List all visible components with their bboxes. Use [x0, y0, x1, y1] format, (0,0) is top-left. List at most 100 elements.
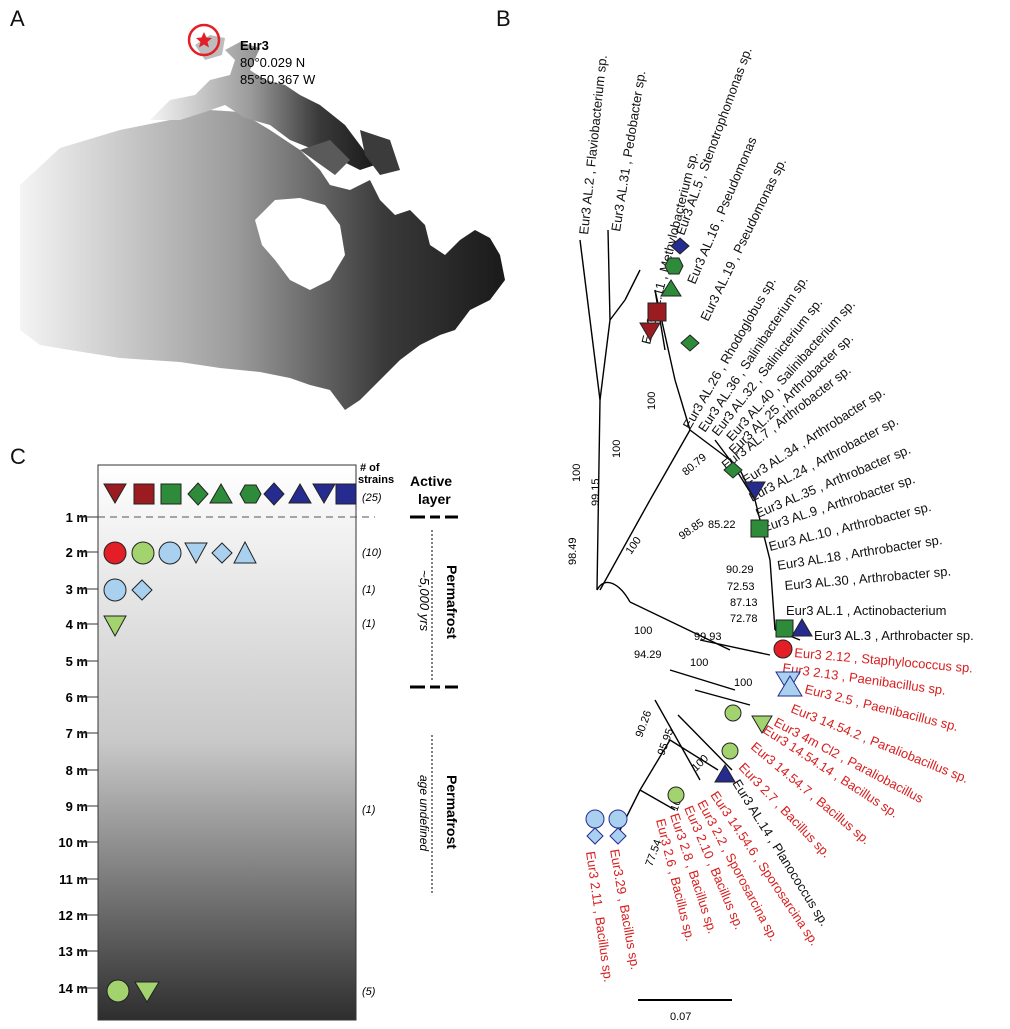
leaf-label: Eur3 AL.3 , Arthrobacter sp.: [814, 628, 974, 643]
bootstrap-value: 80.79: [680, 451, 709, 478]
permafrost-1-age: ~5,000 yrs: [417, 570, 432, 632]
bootstrap-value: 100: [690, 657, 708, 669]
lightgreen-circle: [721, 742, 739, 760]
darkred-triangle-down: [639, 322, 661, 341]
depth-label: 2 m: [66, 545, 88, 560]
navy-diamond: [263, 482, 285, 506]
green-square: [160, 483, 182, 505]
mainland-shape: [20, 110, 505, 410]
site-lat: 80°0.029 N: [240, 55, 305, 70]
red-circle: [773, 639, 793, 659]
green-diamond: [187, 482, 209, 506]
site-name: Eur3: [240, 38, 269, 53]
bootstrap-value: 72.78: [730, 613, 758, 625]
darkred-triangle-down: [103, 483, 127, 504]
count-3m: (1): [362, 584, 376, 596]
lightgreen-triangle-down: [103, 615, 127, 638]
lightgreen-triangle-down: [751, 715, 773, 734]
depth-label: 3 m: [66, 582, 88, 597]
canada-map: Eur3 80°0.029 N 85°50.367 W: [20, 23, 505, 410]
depth-label: 12 m: [58, 908, 88, 923]
count-active: (25): [362, 492, 382, 504]
depth-label: 4 m: [66, 617, 88, 632]
panel-c-soil-column: C 1 m 2 m 3 m 4 m 5 m 6 m 7 m 8 m 9 m 10 m 11 m 12 …: [0, 440, 500, 1024]
bootstrap-value: 100: [624, 535, 644, 557]
lightblue-circle: [103, 578, 127, 602]
bootstrap-value: 100: [734, 677, 752, 689]
green-square: [775, 619, 794, 638]
lightblue-triangle-up: [233, 540, 257, 564]
navy-diamond: [670, 237, 690, 255]
navy-triangle-down: [312, 483, 336, 504]
bootstrap-value: 100: [634, 625, 652, 637]
green-hexagon: [664, 257, 684, 275]
bootstrap-value: 100: [690, 753, 711, 774]
count-2m: (10): [362, 547, 382, 559]
depth-2m-symbols: [103, 540, 257, 565]
lightblue-circle: [608, 809, 628, 829]
panel-b-tree: B: [496, 0, 1010, 1024]
active-layer-label-1: Active: [410, 473, 452, 489]
green-diamond: [680, 334, 700, 352]
site-lon: 85°50.367 W: [240, 72, 316, 87]
leaf-label: Eur3 AL.2 , Flaviobacterium sp.: [576, 54, 610, 235]
active-layer-label-2: layer: [418, 491, 451, 507]
navy-square: [335, 483, 357, 505]
depth-14m-symbols: [106, 979, 160, 1003]
panel-c-label: C: [10, 444, 26, 469]
lightgreen-circle: [667, 786, 685, 804]
depth-label: 7 m: [66, 726, 88, 741]
active-layer-symbols: [103, 482, 357, 506]
count-9m: (1): [362, 804, 376, 816]
strains-header-2: strains: [358, 474, 394, 486]
count-14m: (5): [362, 986, 376, 998]
bootstrap-value: 90.26: [634, 709, 655, 739]
bootstrap-value: 98.85: [677, 517, 706, 543]
depth-label: 10 m: [58, 835, 88, 850]
depth-label: 6 m: [66, 690, 88, 705]
lightblue-diamond: [609, 827, 627, 845]
bootstrap-value: 72.53: [727, 581, 755, 593]
bootstrap-value: 99.93: [694, 631, 722, 643]
darkred-square: [133, 483, 155, 505]
permafrost-1-label: Permafrost: [444, 565, 460, 639]
bootstrap-value: 100: [611, 440, 623, 458]
lightgreen-circle: [131, 541, 155, 565]
green-square: [750, 519, 769, 538]
bootstrap-value: 99.15: [590, 478, 602, 506]
lightblue-circle: [585, 809, 605, 829]
depth-label: 9 m: [66, 799, 88, 814]
red-circle: [103, 541, 127, 565]
depth-label: 8 m: [66, 763, 88, 778]
lightblue-triangle-up: [777, 675, 803, 697]
site-marker-ring: [187, 23, 221, 57]
lightgreen-triangle-down: [134, 981, 160, 1003]
lightblue-diamond: [131, 579, 153, 601]
depth-label: 1 m: [66, 510, 88, 525]
bootstrap-value: 85.22: [708, 519, 736, 531]
bootstrap-value: 100: [571, 464, 583, 482]
bootstrap-value: 87.13: [730, 597, 758, 609]
green-triangle-up: [660, 279, 682, 297]
depth-label: 11 m: [59, 872, 88, 887]
hudson-bay: [255, 198, 345, 290]
navy-triangle-up: [791, 618, 813, 637]
panel-a-label: A: [10, 6, 25, 31]
bootstrap-value: 100: [646, 392, 658, 410]
darkred-square: [647, 302, 667, 322]
green-triangle-up: [209, 483, 233, 504]
site-star-icon: [196, 32, 212, 48]
lightblue-circle: [158, 541, 182, 565]
permafrost-2-label: Permafrost: [444, 775, 460, 849]
count-4m: (1): [362, 618, 376, 630]
strains-header-1: # of: [360, 462, 380, 474]
depth-label: 5 m: [66, 654, 88, 669]
bootstrap-value: 94.29: [634, 649, 662, 661]
green-hexagon: [239, 484, 262, 504]
bootstrap-value: 90.29: [726, 564, 754, 576]
lightblue-diamond: [211, 542, 233, 564]
depth-3m-symbols: [103, 578, 153, 602]
leaf-label: Eur3 AL.1 , Actinobacterium: [786, 603, 946, 618]
phylogenetic-tree: 98.49 100 99.15 100 100 100 80.79 98.85 85.22 90.…: [567, 45, 974, 1023]
scale-bar-label: 0.07: [670, 1011, 691, 1023]
